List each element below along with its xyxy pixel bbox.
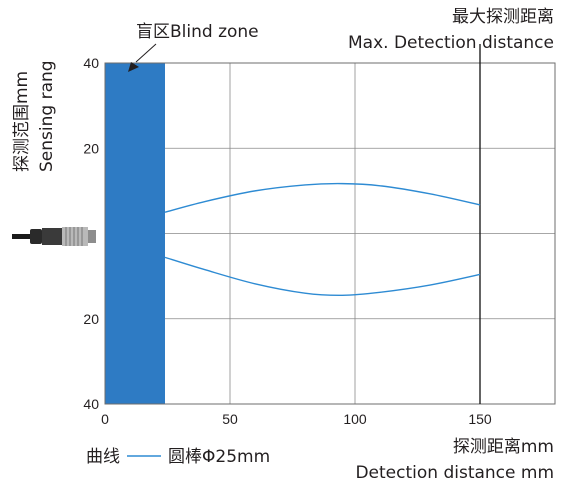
y-tick-label: 20 <box>83 140 99 156</box>
y-axis-label-en: Sensing rang <box>37 60 57 172</box>
x-tick-label: 150 <box>468 411 492 427</box>
blind-zone-label: 盲区Blind zone <box>136 22 259 42</box>
x-tick-label: 0 <box>101 411 109 427</box>
blind-zone-area <box>105 63 165 404</box>
x-tick-label: 100 <box>343 411 367 427</box>
blind-zone-pointer <box>135 43 157 63</box>
max-detection-label-en: Max. Detection distance <box>348 33 554 53</box>
x-axis-label-en: Detection distance mm <box>355 463 554 483</box>
series-line-upper <box>164 182 481 213</box>
x-tick-label: 50 <box>222 411 238 427</box>
legend-series-label: 圆棒Φ25mm <box>168 447 270 467</box>
y-tick-label: 40 <box>83 55 99 71</box>
plot-frame <box>104 62 556 405</box>
blind-zone-arrowhead <box>128 62 139 72</box>
legend-curve-label: 曲线 <box>86 447 120 467</box>
y-axis-label-cn: 探测范围mm <box>12 71 32 172</box>
grid-lines <box>105 63 555 404</box>
tick-labels: 0 50 100 150 40 20 20 40 <box>83 55 491 427</box>
y-tick-label: 40 <box>83 396 99 412</box>
max-detection-label-cn: 最大探测距离 <box>452 7 554 27</box>
x-axis-label-cn: 探测距离mm <box>453 437 554 457</box>
series-line-lower <box>164 256 481 297</box>
y-tick-label: 20 <box>83 311 99 327</box>
sensor-icon <box>12 227 96 246</box>
curve-series <box>164 182 481 297</box>
legend: 曲线 圆棒Φ25mm <box>86 447 270 467</box>
